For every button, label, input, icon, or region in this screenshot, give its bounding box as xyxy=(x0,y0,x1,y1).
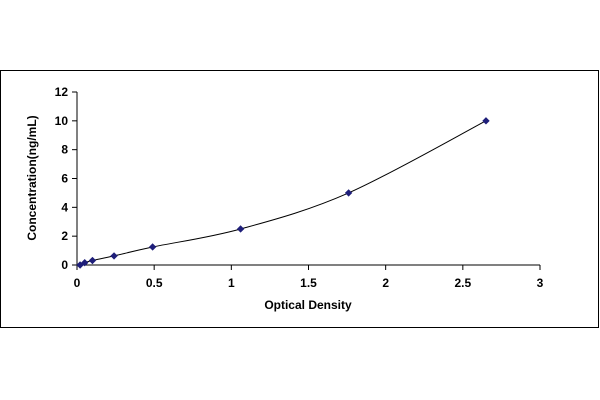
x-ticks: 0 0.5 1 1.5 2 2.5 3 xyxy=(74,265,544,290)
x-tick-label: 1 xyxy=(228,276,235,290)
chart-area-border xyxy=(0,70,599,328)
data-point xyxy=(110,252,118,260)
y-tick-label: 4 xyxy=(61,200,68,214)
y-tick-label: 12 xyxy=(55,85,69,99)
x-tick-label: 1.5 xyxy=(300,276,317,290)
x-tick-label: 3 xyxy=(537,276,544,290)
data-point xyxy=(76,261,84,269)
x-axis-title: Optical Density xyxy=(264,298,352,312)
data-point xyxy=(88,256,97,265)
x-tick-label: 0 xyxy=(74,276,81,290)
data-point xyxy=(81,258,89,267)
y-tick-label: 6 xyxy=(61,172,68,186)
data-point xyxy=(148,243,157,251)
data-point xyxy=(482,117,490,125)
y-axis-title: Concentration(ng/mL) xyxy=(25,115,39,240)
y-tick-label: 0 xyxy=(61,258,68,272)
x-tick-label: 2 xyxy=(382,276,389,290)
y-tick-label: 10 xyxy=(55,114,69,128)
x-tick-label: 0.5 xyxy=(146,276,163,290)
data-point xyxy=(344,189,353,197)
y-tick-label: 8 xyxy=(61,143,68,157)
x-tick-label: 2.5 xyxy=(454,276,471,290)
y-ticks: 0 2 4 6 8 10 12 xyxy=(55,85,77,272)
data-points xyxy=(76,117,490,269)
y-tick-label: 2 xyxy=(61,229,68,243)
data-point xyxy=(236,225,245,233)
